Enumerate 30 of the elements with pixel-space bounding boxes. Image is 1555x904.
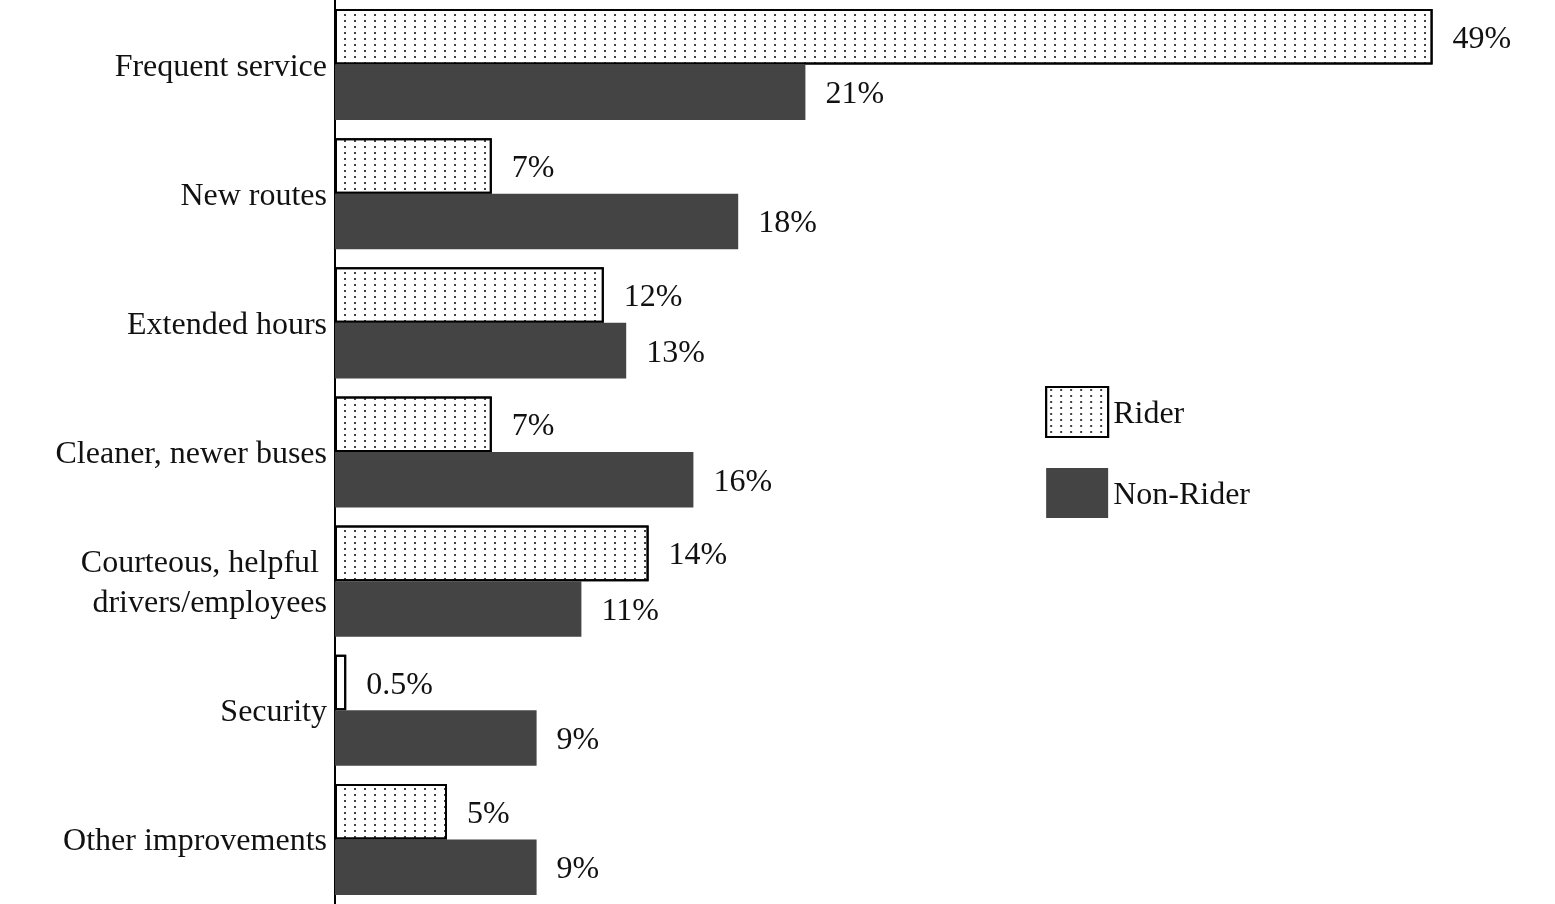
data-label: 11% (601, 590, 659, 627)
y-tick-label: Courteous, helpful drivers/employees (80, 543, 327, 620)
bar (335, 322, 627, 379)
data-label: 12% (623, 277, 683, 314)
data-label: 14% (668, 535, 728, 572)
bar (335, 839, 537, 895)
data-label: 5% (467, 793, 510, 830)
y-tick-label: Cleaner, newer buses (55, 434, 327, 470)
bar (335, 64, 806, 121)
data-label: 49% (1452, 18, 1512, 55)
bar (335, 710, 537, 766)
data-label: 0.5% (366, 664, 433, 701)
data-label: 9% (556, 849, 600, 886)
data-label: 7% (511, 406, 555, 443)
bar (335, 193, 739, 250)
y-tick-label: Frequent service (114, 46, 327, 83)
y-tick-label: New routes (180, 175, 327, 212)
data-label: 18% (758, 203, 817, 240)
y-tick-label: Other improvements (63, 821, 327, 858)
y-tick-label: Extended hours (127, 304, 327, 341)
data-label: 21% (825, 74, 885, 111)
data-label: 13% (646, 332, 705, 369)
data-label: 16% (713, 461, 773, 498)
bar (335, 452, 694, 508)
legend-label: Rider (1113, 394, 1185, 430)
data-label: 9% (556, 720, 600, 757)
legend-label: Non-Rider (1113, 475, 1251, 511)
data-label: 7% (511, 147, 555, 184)
y-tick-label: Security (220, 692, 327, 729)
bar (335, 581, 582, 637)
